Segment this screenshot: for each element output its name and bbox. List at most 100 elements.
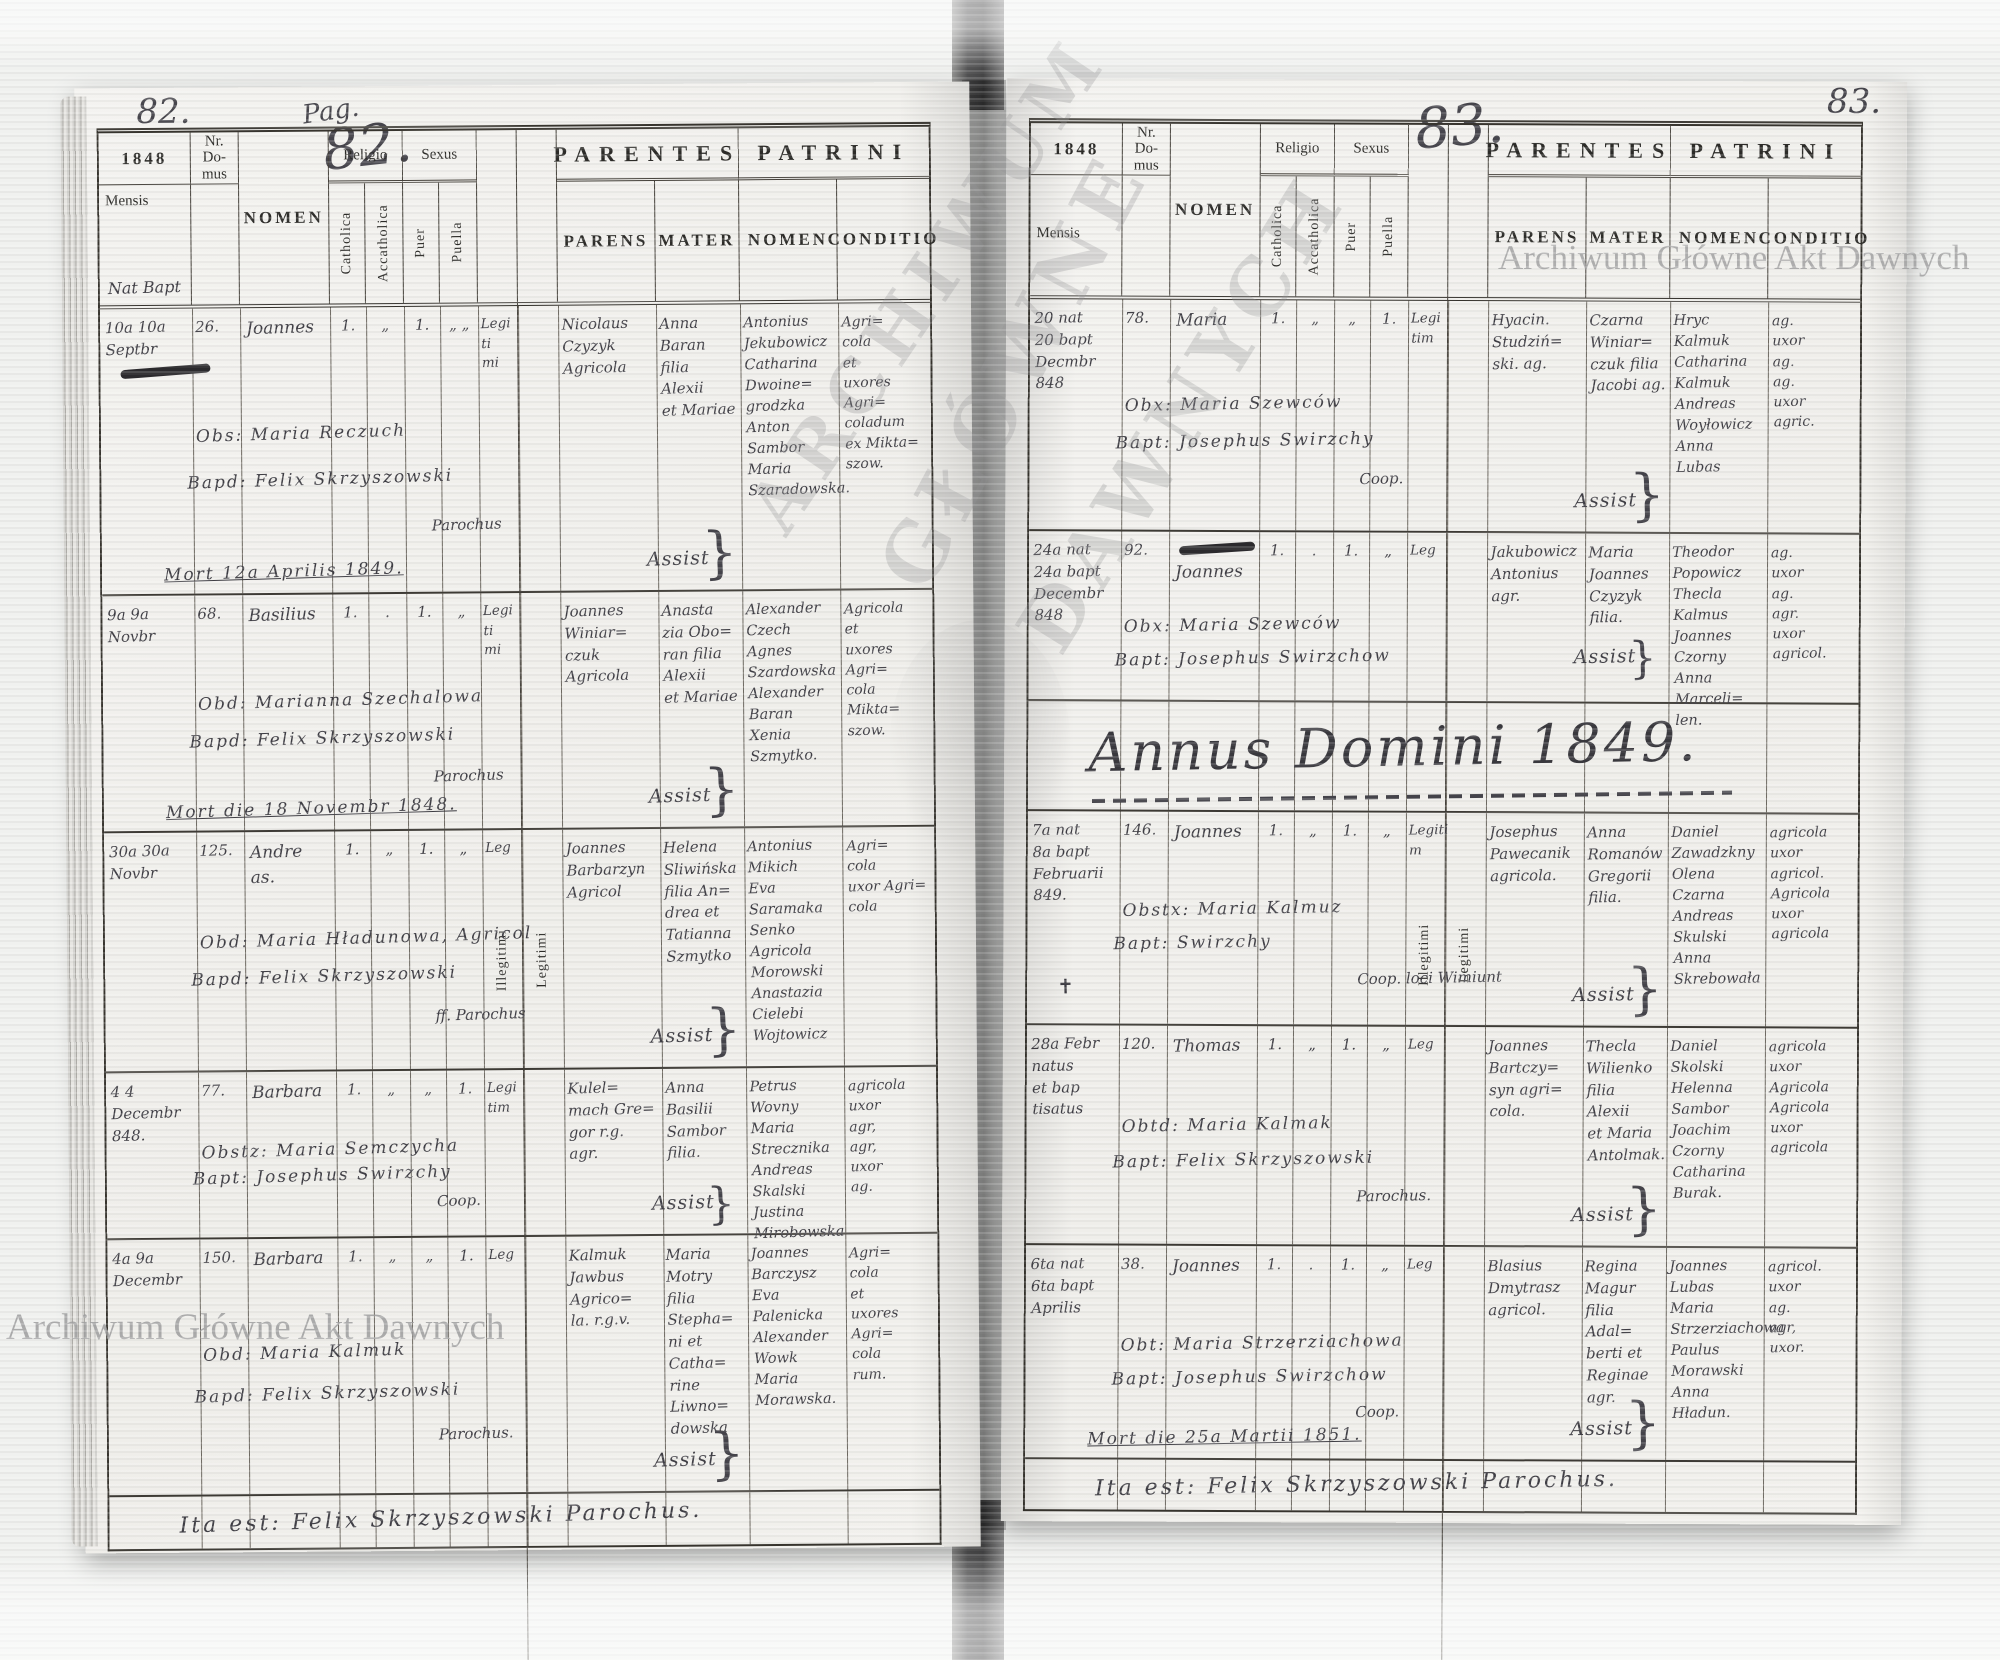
- entry-house-number: 150.: [202, 1248, 237, 1268]
- puer-mark: „: [425, 1246, 434, 1265]
- entry-mother: Thecla Wilienko filia Alexii et Maria An…: [1585, 1036, 1666, 1165]
- entry-name: Joannes: [1174, 561, 1244, 583]
- entry-mother: Helena Sliwińska filia An= drea et Tatia…: [662, 837, 737, 966]
- puer-mark: 1.: [416, 602, 432, 622]
- baptizer-title: Parochus: [433, 764, 504, 786]
- entry-mother: Regina Magur filia Adal= berti et Regina…: [1584, 1256, 1649, 1406]
- catholica-mark: 1.: [1268, 821, 1284, 840]
- death-note: Mort die 18 Novembr 1848.: [165, 794, 457, 824]
- puer-label: Puer: [412, 227, 429, 258]
- year-label: 1848: [1053, 138, 1100, 158]
- nomen-header-cell: NOMEN: [238, 131, 330, 305]
- nomen-header-cell: NOMEN: [1170, 123, 1261, 297]
- entry-mother: Maria Motry filia Stepha= ni et Catha= r…: [665, 1244, 734, 1438]
- register-entry: 6ta nat 6ta bapt Aprilis 38. Joannes 1. …: [1025, 1245, 1857, 1463]
- entry-house-number: 77.: [200, 1081, 226, 1101]
- baptizer-line: Bapt: Josephus Swirzchy: [1115, 428, 1375, 454]
- nomen-label: NOMEN: [1174, 199, 1256, 220]
- entry-month: 4 4 Decembr 848.: [110, 1082, 181, 1145]
- baptizer-title: Coop. loci Wimiunt: [1357, 967, 1503, 988]
- catholica-mark: 1.: [340, 316, 356, 335]
- thori-mark: Legi tim: [486, 1079, 518, 1116]
- religio-header: Religio: [1260, 124, 1335, 177]
- register-entry: 10a 10a Septbr 26. Joannes 1. „ 1. „ „ L…: [99, 302, 933, 597]
- thori-header-cell: Illegitimi Legitimi Thori: [476, 129, 569, 1660]
- puella-mark: „: [1380, 1255, 1390, 1274]
- table-header: 1848 Nr. Do- mus NOMEN Religio Sexus Ill…: [98, 126, 939, 1660]
- flourish-underline: [1091, 790, 1733, 804]
- register-entry: 9a 9a Novbr 68. Basilius 1. . 1. „ Legi …: [102, 589, 935, 834]
- entry-father: Jakubowicz Antonius agr.: [1490, 541, 1578, 605]
- puer-mark: 1.: [414, 315, 430, 335]
- flourish-brace: }: [1624, 1390, 1662, 1457]
- entry-name: Joannes: [245, 317, 315, 340]
- ink-scribble: [120, 363, 211, 380]
- entry-name: Thomas: [1172, 1035, 1241, 1057]
- entry-house-number: 92.: [1123, 540, 1149, 560]
- midwife-line: Obstx: Maria Kalmuz: [1122, 896, 1343, 921]
- puer-mark: 1.: [1342, 821, 1358, 840]
- midwife-line: Obx: Maria Szewców: [1124, 392, 1343, 417]
- page-number-annotation: 82.: [136, 91, 191, 133]
- mensis-label: Mensis: [1036, 225, 1080, 242]
- entry-father: Hyacin. Studziń= ski. ag.: [1491, 310, 1563, 373]
- entry-conditio: agricola uxor Agricola Agricola uxor agr…: [1768, 1038, 1830, 1157]
- baptizer-title: Parochus: [431, 514, 502, 535]
- accatholica-cell: Accatholica: [365, 182, 404, 304]
- thori-mark: Legi tim: [1410, 310, 1441, 347]
- entry-name: Barbara: [251, 1080, 323, 1104]
- puella-mark: „: [457, 602, 466, 621]
- baptizer-line: Bapd: Felix Skrzyszowski: [194, 1379, 461, 1408]
- entry-month: 20 nat 20 bapt Decmbr 848: [1034, 308, 1096, 393]
- death-note: Mort 12a Aprilis 1849.: [163, 558, 404, 586]
- accatholica-mark: „: [385, 839, 394, 859]
- accatholica-mark: .: [1308, 1255, 1314, 1274]
- parish-attestation: Ita est: Felix Skrzyszowski Parochus.: [179, 1497, 703, 1539]
- entry-mother: Anna Basilii Sambor filia.: [665, 1077, 727, 1163]
- assist-flourish: Assist: [1570, 1417, 1634, 1441]
- puella-mark: 1.: [1381, 309, 1397, 328]
- entry-godparents: Alexander Czech Agnes Szardowska Alexand…: [745, 600, 837, 766]
- puer-mark: 1.: [1340, 1255, 1356, 1274]
- nr-domus-header: Nr. Do- mus: [1122, 123, 1171, 176]
- entry-month: 4a 9a Decembr: [111, 1248, 183, 1290]
- register-entry: 20 nat 20 bapt Decmbr 848 78. Maria 1. „…: [1029, 299, 1861, 535]
- year-cell: 1848: [98, 132, 192, 186]
- flourish-brace: }: [702, 756, 741, 824]
- entry-name: Joannes: [1171, 1255, 1241, 1277]
- nr-domus-header: Nr. Do- mus: [190, 132, 240, 185]
- catholica-mark: 1.: [347, 1247, 363, 1266]
- religio-header: Religio: [328, 130, 404, 184]
- parish-attestation: Ita est: Felix Skrzyszowski Parochus.: [1094, 1466, 1619, 1502]
- assist-flourish: Assist: [1574, 489, 1638, 513]
- ink-scribble: [1178, 541, 1256, 556]
- puella-label: Puella: [449, 221, 466, 264]
- entry-house-number: 68.: [197, 604, 222, 624]
- catholica-mark: 1.: [344, 840, 360, 859]
- entry-house-number: 125.: [198, 841, 233, 861]
- catholica-cell: Catholica: [1260, 176, 1297, 297]
- entry-conditio: Agri= cola uxor Agri= cola: [846, 837, 927, 916]
- midwife-line: Obx: Maria Szewców: [1123, 612, 1342, 637]
- assist-flourish: Assist: [650, 1024, 714, 1049]
- baptizer-line: Bapd: Felix Skrzyszowski: [190, 962, 458, 991]
- entry-conditio: ag. uxor ag. ag. uxor agric.: [1771, 312, 1815, 431]
- entry-month: 10a 10a Septbr: [104, 317, 166, 360]
- puer-mark: 1.: [418, 839, 434, 859]
- nomen-label: NOMEN: [243, 207, 324, 228]
- sexus-header: Sexus: [1334, 124, 1409, 177]
- entry-godparents: Daniel Zawadzkny Olena Czarna Andreas Sk…: [1671, 824, 1761, 989]
- register-table: 1848 Nr. Do- mus NOMEN Religio Sexus Ill…: [1022, 118, 1870, 1660]
- thori-header-cell: Illegitimi Legitimi Thori: [1408, 124, 1489, 1660]
- mater-header: MATER: [655, 180, 740, 301]
- accatholica-mark: „: [1308, 821, 1317, 840]
- cross-mark: ✝: [1056, 974, 1075, 999]
- accatholica-label: Accatholica: [1306, 197, 1323, 276]
- midwife-line: Obt: Maria Strzerziachowa: [1120, 1330, 1404, 1356]
- entry-month: 28a Febr natus et bap tisatus: [1031, 1033, 1100, 1119]
- mensis-label: Mensis: [105, 192, 149, 210]
- entry-godparents: Daniel Skolski Helenna Sambor Joachim Cz…: [1670, 1038, 1746, 1203]
- catholica-mark: 1.: [346, 1080, 362, 1099]
- flourish-brace: }: [700, 519, 739, 587]
- puella-mark: „: [1384, 541, 1393, 560]
